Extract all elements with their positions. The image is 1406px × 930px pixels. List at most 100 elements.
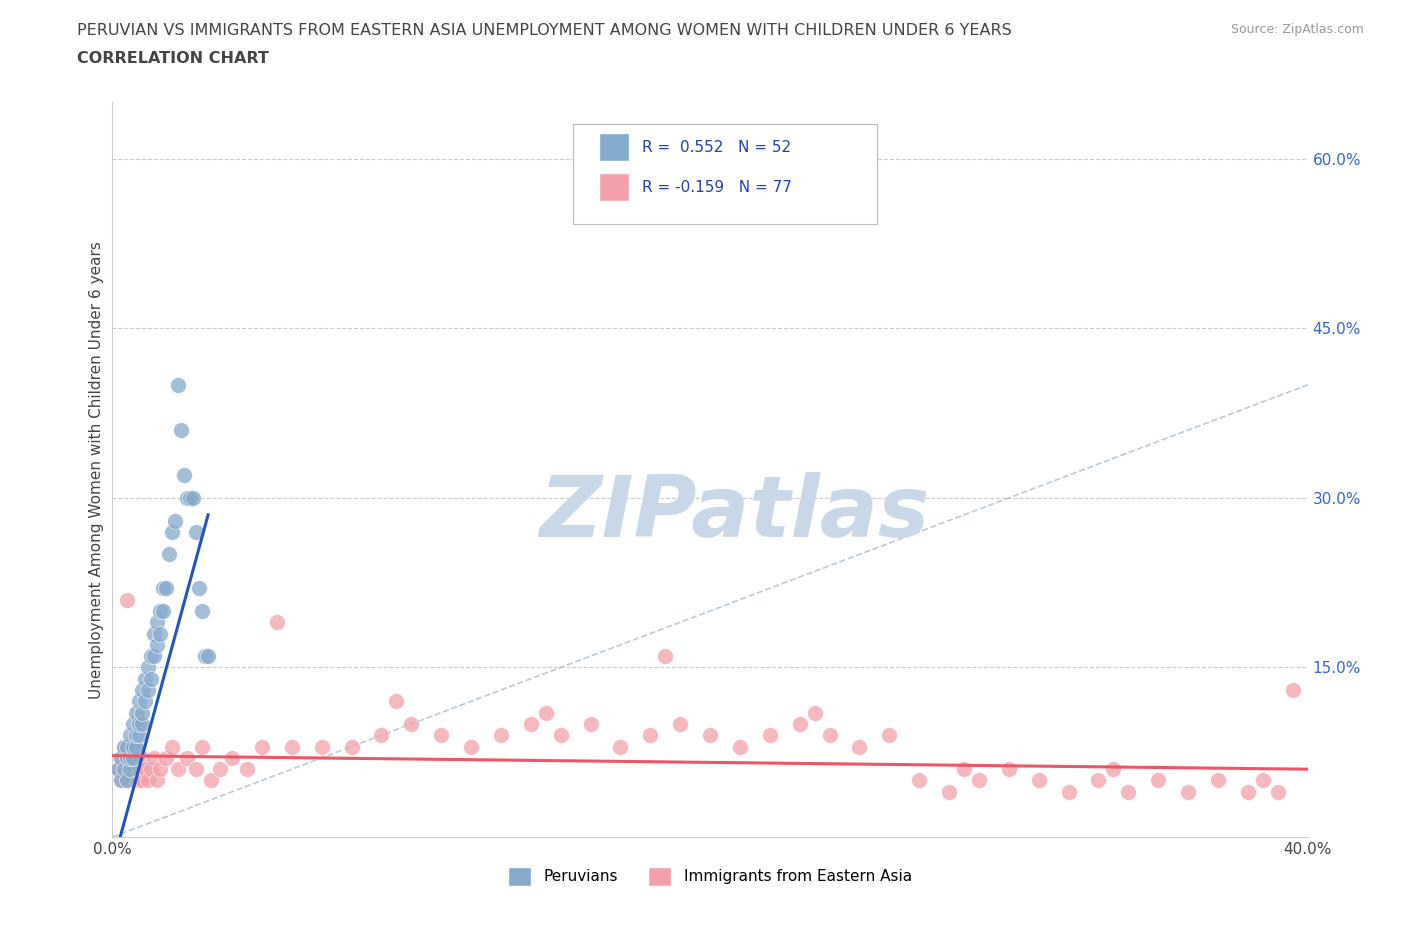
Point <box>1147 773 1170 788</box>
Point <box>803 705 825 720</box>
Point <box>1267 784 1289 799</box>
Point <box>141 762 163 777</box>
Point <box>162 739 183 754</box>
Point <box>173 468 195 483</box>
Point <box>117 773 139 788</box>
Point <box>489 728 512 743</box>
Point <box>1237 784 1260 799</box>
Point <box>152 604 174 618</box>
Point <box>879 728 901 743</box>
Point <box>1251 773 1274 788</box>
Point <box>125 739 148 754</box>
Point <box>155 581 177 596</box>
Point <box>149 762 172 777</box>
Point <box>134 694 156 709</box>
Point <box>120 728 142 743</box>
Point <box>236 762 259 777</box>
Point <box>141 649 163 664</box>
Point <box>609 739 631 754</box>
Point <box>1118 784 1140 799</box>
Point <box>167 378 190 392</box>
Point <box>120 751 142 765</box>
Point <box>107 762 129 777</box>
Point <box>107 762 129 777</box>
Point <box>953 762 976 777</box>
Point <box>143 751 166 765</box>
Point <box>311 739 333 754</box>
Point <box>167 762 190 777</box>
Point <box>128 716 150 731</box>
Point <box>125 705 148 720</box>
Point <box>155 751 177 765</box>
Point <box>194 649 217 664</box>
Point <box>134 671 156 686</box>
Point <box>759 728 782 743</box>
Point <box>122 773 145 788</box>
Point <box>131 751 153 765</box>
Point <box>1102 762 1125 777</box>
Point <box>114 762 135 777</box>
Point <box>110 773 132 788</box>
Point <box>138 660 160 675</box>
Point <box>908 773 931 788</box>
Point <box>110 773 132 788</box>
Point <box>640 728 662 743</box>
Point <box>1206 773 1229 788</box>
Point <box>181 490 204 505</box>
Point <box>967 773 990 788</box>
Point <box>134 762 156 777</box>
Point <box>370 728 392 743</box>
Legend: Peruvians, Immigrants from Eastern Asia: Peruvians, Immigrants from Eastern Asia <box>502 861 918 892</box>
Point <box>186 762 208 777</box>
Point <box>250 739 273 754</box>
Point <box>143 626 166 641</box>
Point <box>281 739 304 754</box>
Point <box>138 773 160 788</box>
Point <box>197 649 219 664</box>
Point <box>669 716 692 731</box>
FancyBboxPatch shape <box>599 133 628 161</box>
Point <box>125 751 148 765</box>
Point <box>534 705 557 720</box>
Point <box>128 762 150 777</box>
Point <box>128 694 150 709</box>
Point <box>848 739 870 754</box>
Point <box>340 739 363 754</box>
Point <box>146 615 169 630</box>
Point <box>1281 683 1303 698</box>
Y-axis label: Unemployment Among Women with Children Under 6 years: Unemployment Among Women with Children U… <box>89 241 104 698</box>
Point <box>125 739 148 754</box>
Point <box>120 762 142 777</box>
Point <box>141 671 163 686</box>
Point <box>131 716 153 731</box>
Point <box>209 762 232 777</box>
Point <box>176 751 198 765</box>
Point <box>162 525 183 539</box>
Point <box>165 513 187 528</box>
Point <box>110 751 132 765</box>
Point <box>191 739 214 754</box>
Point <box>114 739 135 754</box>
Text: Source: ZipAtlas.com: Source: ZipAtlas.com <box>1230 23 1364 36</box>
Point <box>998 762 1021 777</box>
Point <box>120 751 142 765</box>
Point <box>579 716 602 731</box>
Text: PERUVIAN VS IMMIGRANTS FROM EASTERN ASIA UNEMPLOYMENT AMONG WOMEN WITH CHILDREN : PERUVIAN VS IMMIGRANTS FROM EASTERN ASIA… <box>77 23 1012 38</box>
Point <box>200 773 222 788</box>
Point <box>699 728 721 743</box>
Point <box>122 751 145 765</box>
Point <box>117 751 139 765</box>
Text: R =  0.552   N = 52: R = 0.552 N = 52 <box>643 140 792 154</box>
Point <box>789 716 811 731</box>
Point <box>128 728 150 743</box>
Point <box>131 705 153 720</box>
Point <box>138 683 160 698</box>
Point <box>128 773 150 788</box>
Point <box>117 739 139 754</box>
Point <box>122 716 145 731</box>
Point <box>125 728 148 743</box>
Point <box>143 649 166 664</box>
Point <box>149 626 172 641</box>
Point <box>122 762 145 777</box>
Point <box>1028 773 1050 788</box>
